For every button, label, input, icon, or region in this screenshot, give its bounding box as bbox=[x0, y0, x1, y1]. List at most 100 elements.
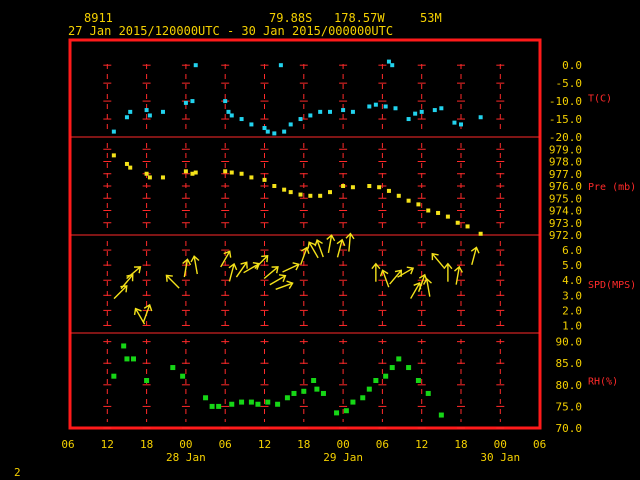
humidity-point bbox=[373, 378, 379, 383]
temperature-point bbox=[393, 106, 398, 111]
temperature-point bbox=[308, 113, 313, 118]
humidity-point bbox=[383, 373, 389, 379]
wind-arrow bbox=[282, 262, 300, 273]
humidity-point bbox=[265, 399, 271, 405]
temperature-point bbox=[419, 109, 424, 114]
temperature-point bbox=[265, 129, 270, 134]
wind-arrow bbox=[142, 303, 153, 323]
wind-arrow bbox=[126, 266, 142, 280]
pressure-point bbox=[298, 192, 303, 197]
humidity-point bbox=[301, 388, 307, 394]
wind-ytick-label: 2.0 bbox=[562, 304, 582, 317]
humidity-point bbox=[209, 403, 215, 409]
humidity-panel-label: RH(%) bbox=[588, 377, 618, 388]
humidity-point bbox=[248, 399, 254, 405]
pressure-point bbox=[144, 171, 149, 176]
wind-ytick-label: 3.0 bbox=[562, 289, 582, 302]
x-tick-label: 00 bbox=[179, 438, 192, 451]
temperature-ytick-label: 0.0 bbox=[562, 59, 582, 72]
humidity-point bbox=[229, 401, 235, 407]
pressure-ytick-label: 977.0 bbox=[549, 168, 582, 181]
pressure-point bbox=[160, 175, 165, 180]
humidity-point bbox=[415, 378, 421, 383]
humidity-point bbox=[275, 401, 281, 407]
temperature-point bbox=[373, 102, 378, 107]
wind-ytick-label: 1.0 bbox=[562, 319, 582, 332]
temperature-point bbox=[193, 63, 198, 68]
temperature-point bbox=[406, 117, 411, 122]
wind-arrow bbox=[120, 273, 134, 290]
humidity-point bbox=[406, 365, 412, 371]
pressure-point bbox=[272, 184, 277, 188]
pressure-point bbox=[396, 193, 401, 198]
temperature-point bbox=[190, 99, 195, 104]
pressure-point bbox=[377, 185, 382, 190]
humidity-point bbox=[366, 386, 372, 392]
humidity-ytick-label: 90.0 bbox=[556, 336, 583, 349]
humidity-ytick-label: 75.0 bbox=[556, 400, 583, 413]
humidity-point bbox=[334, 410, 340, 416]
temperature-ytick-label: -20.0 bbox=[549, 131, 582, 144]
humidity-point bbox=[170, 365, 176, 371]
page-number: 2 bbox=[14, 466, 21, 479]
wind-arrow bbox=[263, 266, 279, 280]
x-tick-label: 12 bbox=[415, 438, 428, 451]
temperature-point bbox=[160, 109, 165, 114]
x-tick-label: 18 bbox=[140, 438, 153, 451]
pressure-point bbox=[478, 231, 483, 236]
temperature-panel-label: T(C) bbox=[588, 94, 612, 105]
temperature-point bbox=[459, 122, 463, 127]
station-id: 8911 bbox=[84, 11, 113, 25]
temperature-ytick-label: -10.0 bbox=[549, 95, 582, 108]
wind-arrow bbox=[431, 252, 445, 268]
temperature-point bbox=[124, 115, 129, 120]
humidity-ytick-label: 85.0 bbox=[556, 357, 583, 370]
pressure-point bbox=[223, 169, 228, 174]
temperature-point bbox=[413, 111, 418, 116]
wind-arrow bbox=[235, 261, 248, 278]
x-tick-label: 00 bbox=[494, 438, 507, 451]
pressure-panel-label: Pre (mb) bbox=[588, 182, 636, 193]
date-label: 28 Jan bbox=[166, 451, 206, 464]
temperature-point bbox=[432, 108, 437, 113]
wind-arrow bbox=[269, 274, 287, 286]
pressure-point bbox=[229, 170, 234, 175]
pressure-point bbox=[282, 187, 287, 192]
temperature-point bbox=[183, 100, 188, 105]
pressure-point bbox=[465, 224, 470, 229]
pressure-point bbox=[436, 210, 441, 215]
pressure-ytick-label: 978.0 bbox=[549, 156, 582, 169]
pressure-point bbox=[406, 198, 411, 203]
humidity-point bbox=[124, 356, 130, 362]
temperature-point bbox=[278, 63, 283, 68]
temperature-ytick-label: -5.0 bbox=[556, 77, 583, 90]
pressure-point bbox=[367, 184, 372, 188]
x-tick-label: 12 bbox=[258, 438, 271, 451]
humidity-point bbox=[144, 378, 150, 383]
temperature-point bbox=[328, 109, 332, 114]
pressure-point bbox=[416, 202, 421, 207]
pressure-point bbox=[426, 208, 431, 213]
temperature-point bbox=[262, 126, 267, 131]
pressure-point bbox=[193, 170, 198, 175]
pressure-point bbox=[308, 193, 313, 198]
temperature-point bbox=[144, 108, 149, 113]
latitude: 79.88S bbox=[269, 11, 312, 25]
humidity-point bbox=[311, 378, 317, 383]
time-period: 27 Jan 2015/120000UTC - 30 Jan 2015/0000… bbox=[68, 24, 393, 38]
wind-arrow bbox=[336, 238, 346, 258]
wind-ytick-label: 4.0 bbox=[562, 274, 582, 287]
humidity-point bbox=[396, 356, 402, 362]
pressure-ytick-label: 979.0 bbox=[549, 143, 582, 156]
humidity-point bbox=[111, 373, 117, 379]
plot-frame bbox=[68, 38, 542, 430]
pressure-point bbox=[249, 175, 254, 180]
wind-arrow bbox=[220, 250, 232, 268]
humidity-point bbox=[291, 390, 297, 396]
temperature-point bbox=[111, 129, 116, 134]
x-tick-label: 06 bbox=[61, 438, 74, 451]
wind-arrow bbox=[165, 274, 180, 289]
humidity-point bbox=[438, 412, 444, 418]
wind-ytick-label: 6.0 bbox=[562, 244, 582, 257]
humidity-point bbox=[180, 373, 186, 379]
